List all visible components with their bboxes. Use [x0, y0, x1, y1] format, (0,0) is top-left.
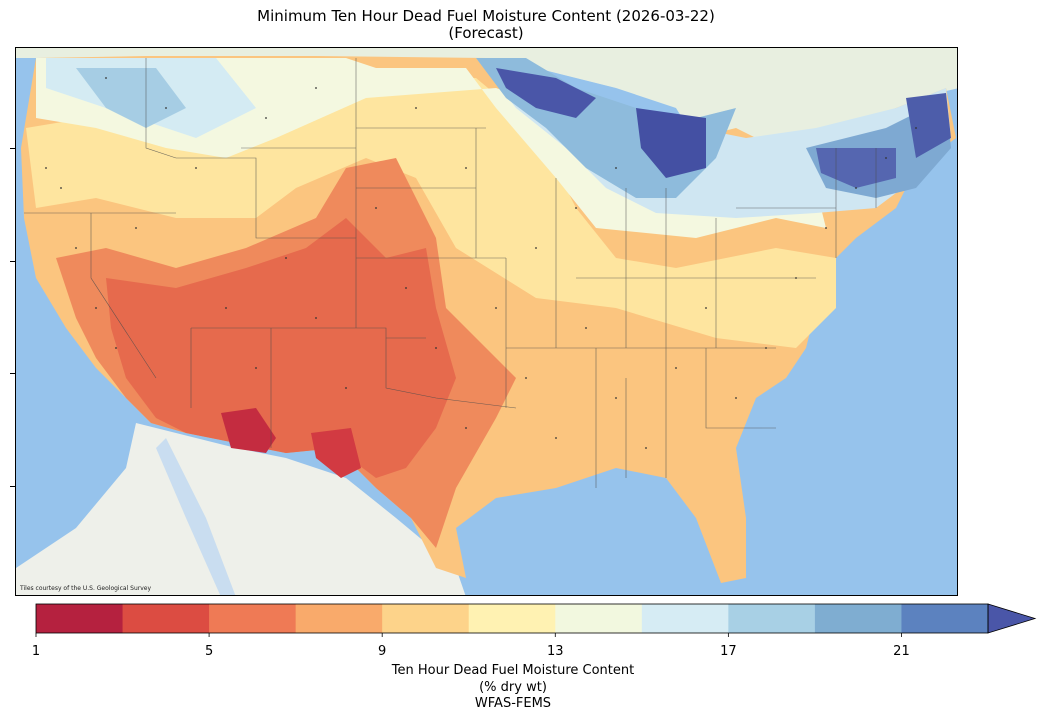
colorbar-label-line-1: Ten Hour Dead Fuel Moisture Content: [391, 663, 635, 678]
colorbar-segment: [122, 604, 210, 633]
colorbar-segment: [382, 604, 470, 633]
moisture-core-michigan: [636, 108, 706, 178]
moisture-core-west-texas: [311, 428, 361, 478]
gulf-of-california: [156, 438, 236, 595]
colorbar-segment: [901, 604, 989, 633]
colorbar-segment: [36, 604, 124, 633]
tile-credit: Tiles courtesy of the U.S. Geological Su…: [20, 585, 152, 592]
fuel-moisture-map: [16, 48, 957, 595]
colorbar-segment: [209, 604, 297, 633]
colorbar-segment: [468, 604, 556, 633]
colorbar-segment: [555, 604, 643, 633]
moisture-core-arizona: [221, 408, 276, 453]
colorbar: [35, 603, 1037, 637]
colorbar-segment: [641, 604, 729, 633]
moisture-band-5-7: [106, 218, 456, 478]
colorbar-tick-label: 1: [31, 644, 41, 659]
station-markers: [45, 77, 917, 449]
state-borders: [24, 58, 877, 488]
y-tick-mark: [10, 486, 15, 487]
colorbar-segment: [295, 604, 383, 633]
moisture-band-cascades: [76, 68, 186, 128]
colorbar-label-line-3: WFAS-FEMS: [474, 696, 552, 711]
title-line-2: (Forecast): [448, 24, 524, 42]
moisture-core-maine: [906, 93, 951, 158]
y-tick-mark: [10, 373, 15, 374]
colorbar-tick-label: 21: [893, 644, 910, 659]
colorbar-graphic: [35, 603, 1037, 637]
colorbar-tick-label: 5: [204, 644, 214, 659]
colorbar-segment: [728, 604, 816, 633]
colorbar-tick-label: 17: [720, 644, 737, 659]
colorbar-tick-label: 13: [546, 644, 564, 659]
map-panel[interactable]: Tiles courtesy of the U.S. Geological Su…: [15, 47, 958, 596]
colorbar-segment: [814, 604, 902, 633]
colorbar-tick-label: 9: [378, 644, 387, 659]
y-tick-mark: [10, 148, 15, 149]
title-line-1: Minimum Ten Hour Dead Fuel Moisture Cont…: [257, 7, 715, 25]
chart-title: Minimum Ten Hour Dead Fuel Moisture Cont…: [0, 8, 972, 42]
colorbar-label-line-2: (% dry wt): [479, 680, 547, 695]
moisture-core-superior: [496, 68, 596, 118]
y-tick-mark: [10, 261, 15, 262]
colorbar-extend-arrow: [987, 603, 1037, 634]
mexico-land: [16, 423, 466, 595]
colorbar-outline: [35, 603, 989, 634]
